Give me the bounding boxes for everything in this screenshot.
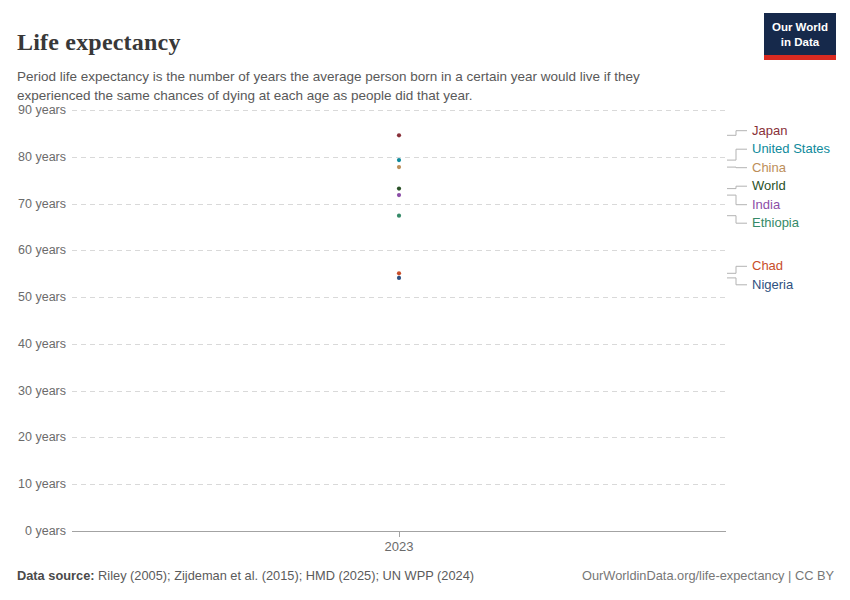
y-tick-label-50: 50 years xyxy=(0,289,66,305)
data-point-china[interactable] xyxy=(397,165,401,169)
data-source-label: Data source: xyxy=(17,568,95,583)
legend-label-chad[interactable]: Chad xyxy=(752,258,783,274)
legend-label-japan[interactable]: Japan xyxy=(752,123,787,139)
legend-label-china[interactable]: China xyxy=(752,160,786,176)
data-point-japan[interactable] xyxy=(397,133,401,137)
legend-connector-china xyxy=(727,167,747,168)
data-source-text: Riley (2005); Zijdeman et al. (2015); HM… xyxy=(95,568,475,583)
legend-label-world[interactable]: World xyxy=(752,178,786,194)
legend-connector-india xyxy=(727,195,747,205)
data-point-india[interactable] xyxy=(397,193,401,197)
data-point-nigeria[interactable] xyxy=(397,276,401,280)
owid-link[interactable]: OurWorldinData.org/life-expectancy | CC … xyxy=(582,568,834,583)
data-point-ethiopia[interactable] xyxy=(397,214,401,218)
legend-connector-ethiopia xyxy=(727,216,747,224)
y-tick-label-10: 10 years xyxy=(0,476,66,492)
legend-label-ethiopia[interactable]: Ethiopia xyxy=(752,215,799,231)
y-tick-label-30: 30 years xyxy=(0,383,66,399)
chart-canvas xyxy=(0,0,850,600)
legend-connector-chad xyxy=(727,266,747,273)
chart-footer: Data source: Riley (2005); Zijdeman et a… xyxy=(17,568,834,583)
data-source-note: Data source: Riley (2005); Zijdeman et a… xyxy=(17,568,474,583)
y-tick-label-90: 90 years xyxy=(0,102,66,118)
y-tick-label-80: 80 years xyxy=(0,149,66,165)
y-tick-label-0: 0 years xyxy=(0,523,66,539)
data-point-united-states[interactable] xyxy=(397,158,401,162)
legend-connector-world xyxy=(727,186,747,188)
y-tick-label-70: 70 years xyxy=(0,196,66,212)
x-tick-label: 2023 xyxy=(369,539,429,555)
chart-page: Life expectancy Our World in Data Period… xyxy=(0,0,850,600)
legend-connector-japan xyxy=(727,131,747,136)
legend-connector-nigeria xyxy=(727,278,747,285)
legend-label-nigeria[interactable]: Nigeria xyxy=(752,277,793,293)
data-point-chad[interactable] xyxy=(397,271,401,275)
y-tick-label-20: 20 years xyxy=(0,429,66,445)
data-point-world[interactable] xyxy=(397,187,401,191)
legend-label-united-states[interactable]: United States xyxy=(752,141,830,157)
y-tick-label-40: 40 years xyxy=(0,336,66,352)
legend-label-india[interactable]: India xyxy=(752,197,780,213)
y-tick-label-60: 60 years xyxy=(0,242,66,258)
legend-connector-united-states xyxy=(727,149,747,160)
